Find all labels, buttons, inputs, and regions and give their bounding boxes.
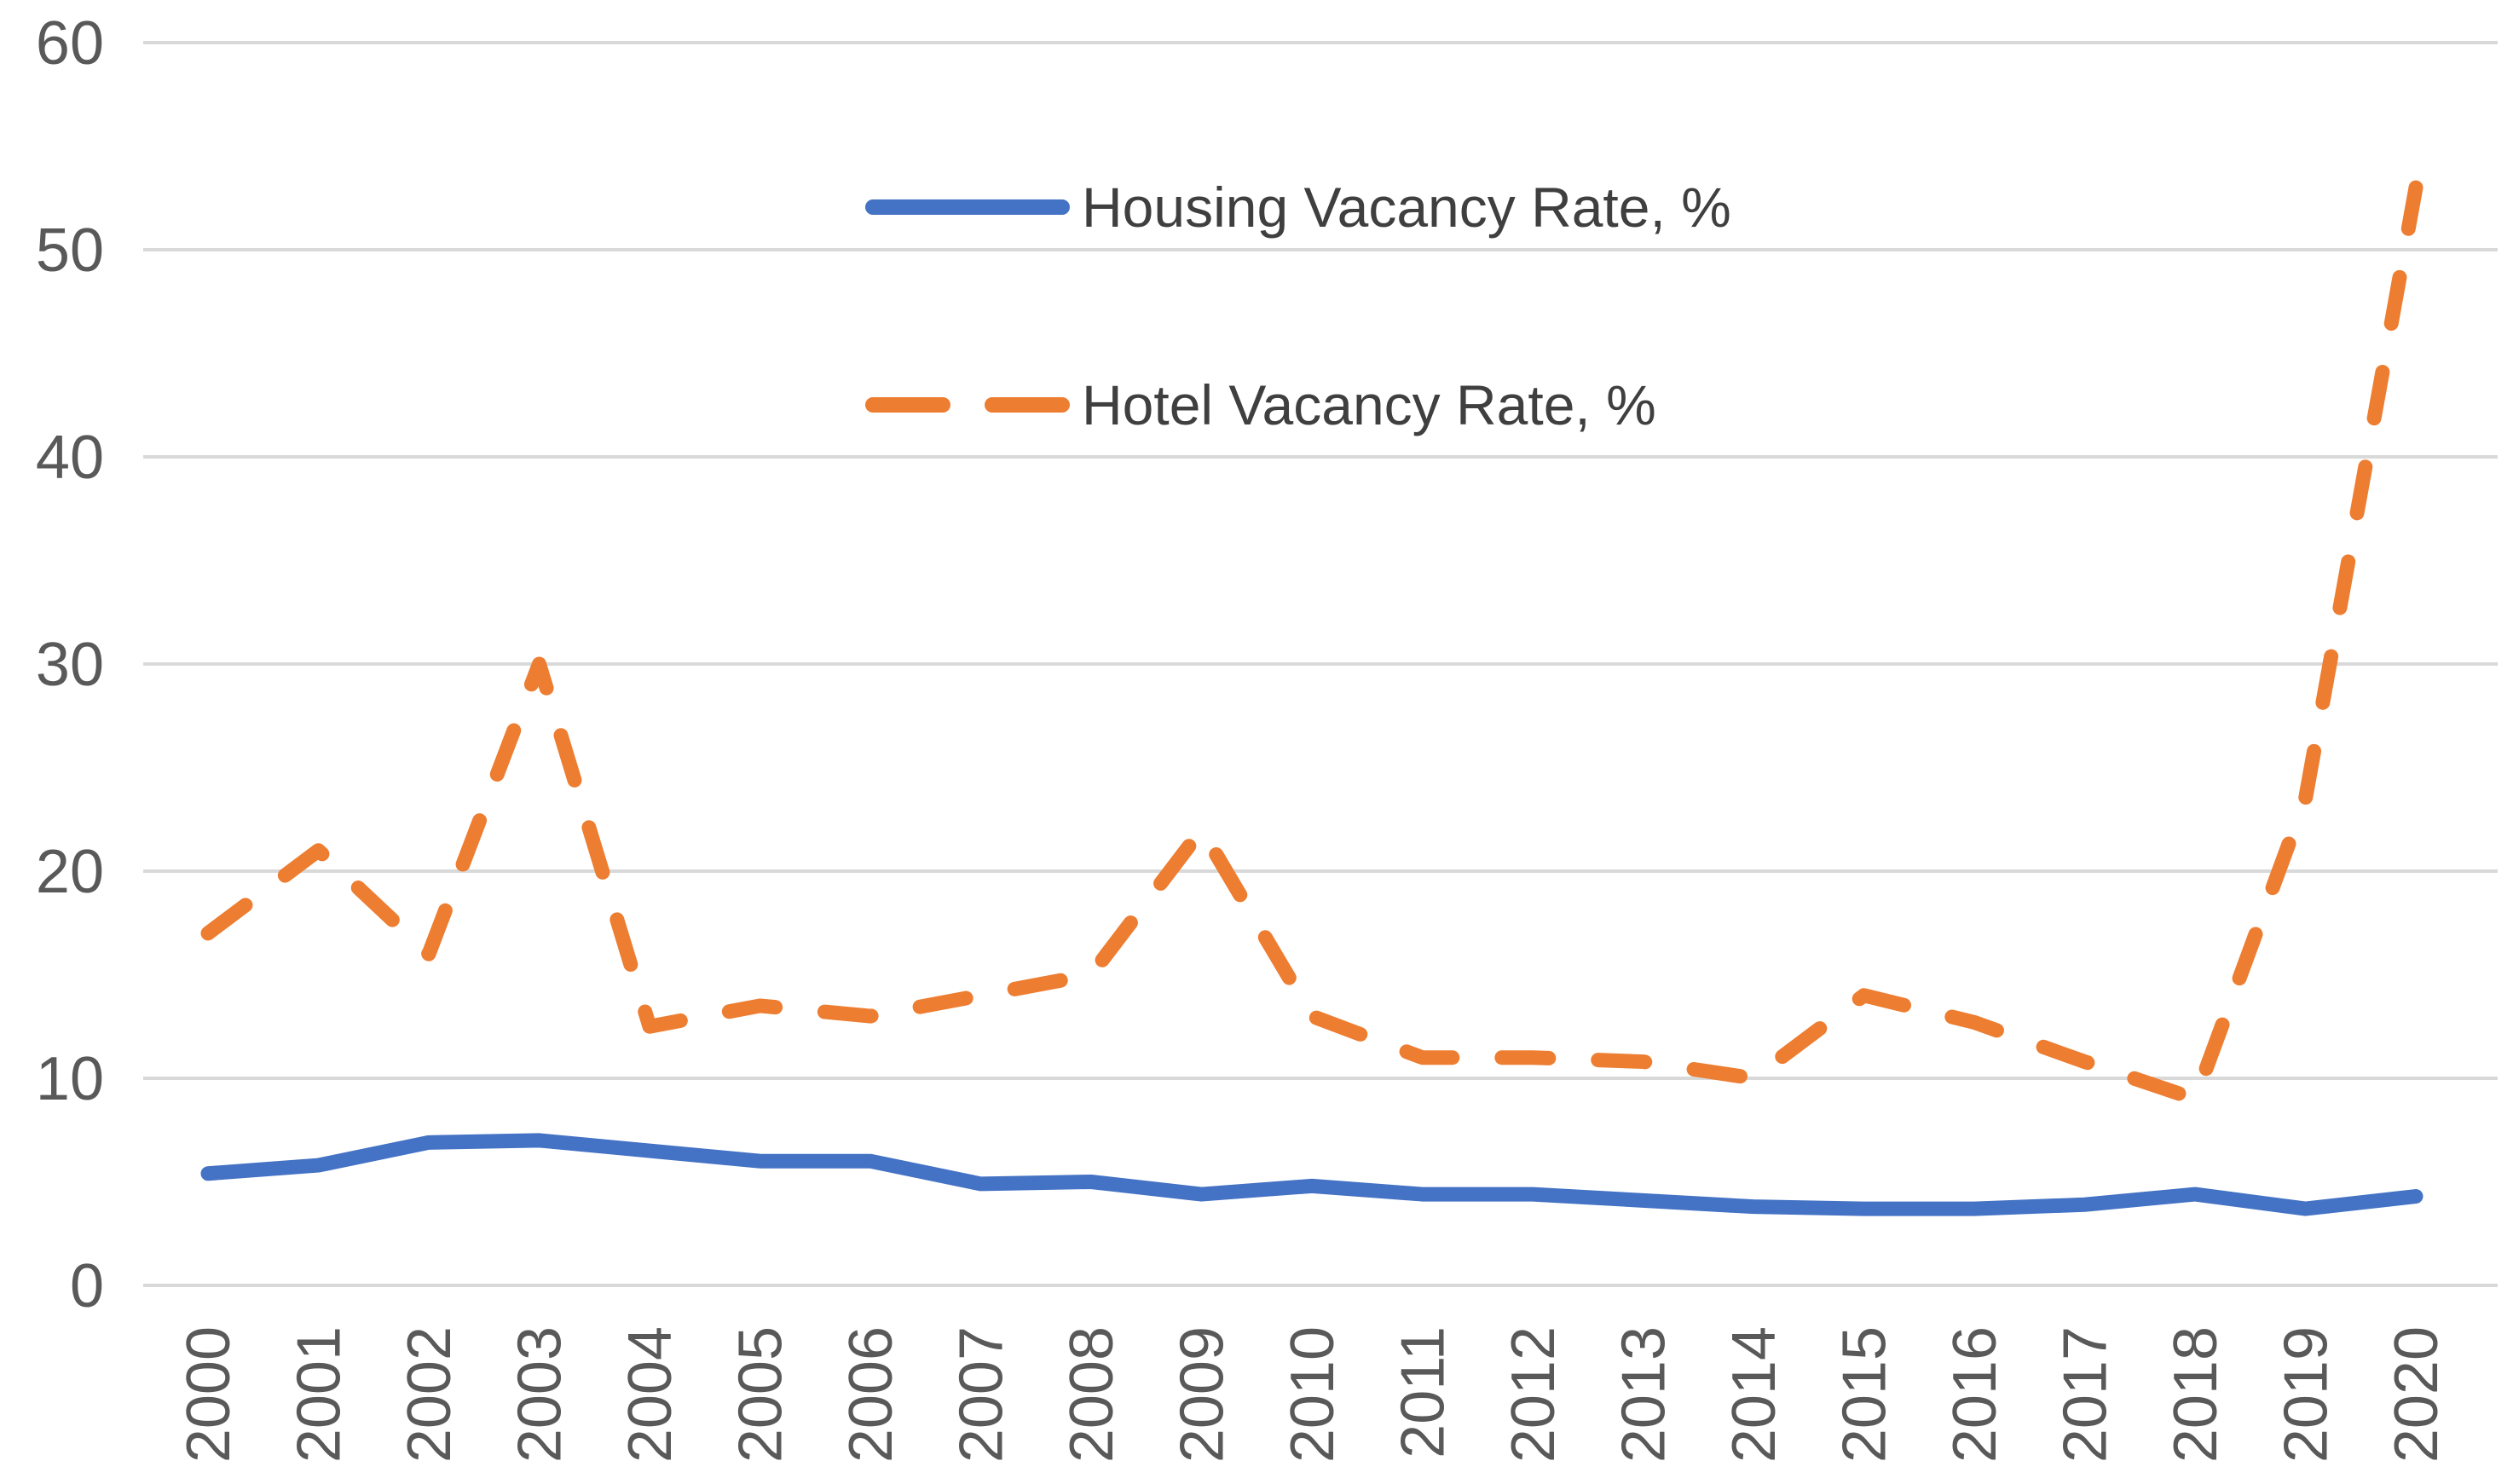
y-axis-tick-label-0: 0 (70, 1252, 104, 1320)
x-axis-tick-label-2004: 2004 (616, 1326, 685, 1463)
x-axis-tick-label-2016: 2016 (1941, 1326, 2009, 1463)
x-axis-tick-label-2007: 2007 (948, 1326, 1016, 1463)
x-axis-tick-label-2009: 2009 (1169, 1326, 1237, 1463)
legend-item-housing: Housing Vacancy Rate, % (865, 175, 1731, 240)
x-axis-tick-label-2020: 2020 (2383, 1326, 2451, 1463)
x-axis-tick-label-2010: 2010 (1279, 1326, 1347, 1463)
y-axis-tick-label-60: 60 (36, 9, 104, 78)
housing-series-line (200, 1133, 2423, 1216)
x-axis-tick-label-2019: 2019 (2273, 1326, 2341, 1463)
y-axis-tick-label-40: 40 (36, 424, 104, 492)
dashed-line-icon (865, 397, 950, 413)
y-axis-tick-label-10: 10 (36, 1045, 104, 1113)
dashed-line-icon (985, 397, 1070, 413)
x-axis-tick-label-2011: 2011 (1389, 1326, 1458, 1458)
x-axis-tick-label-2006: 2006 (837, 1326, 905, 1463)
x-axis-tick-label-2002: 2002 (396, 1326, 464, 1463)
x-axis-tick-label-2017: 2017 (2052, 1326, 2120, 1463)
x-axis-tick-label-2014: 2014 (1720, 1326, 1788, 1463)
housing-series-swatch-icon (865, 199, 1070, 215)
x-axis-tick-label-2008: 2008 (1058, 1326, 1126, 1463)
chart-legend: Housing Vacancy Rate, % Hotel Vacancy Ra… (865, 175, 1731, 437)
x-axis-tick-label-2000: 2000 (175, 1326, 243, 1463)
x-axis-tick-label-2003: 2003 (506, 1326, 575, 1463)
y-axis-tick-label-50: 50 (36, 217, 104, 285)
x-axis-tick-label-2012: 2012 (1499, 1326, 1568, 1463)
hotel-series-line (200, 180, 2423, 1106)
x-axis-tick-label-2013: 2013 (1610, 1326, 1678, 1463)
legend-label-hotel: Hotel Vacancy Rate, % (1082, 373, 1656, 436)
y-axis-tick-label-20: 20 (36, 838, 104, 906)
legend-item-hotel: Hotel Vacancy Rate, % (865, 372, 1731, 437)
legend-label-housing: Housing Vacancy Rate, % (1082, 176, 1731, 239)
y-axis-tick-label-30: 30 (36, 631, 104, 699)
solid-line-icon (865, 199, 1070, 215)
x-axis-tick-label-2001: 2001 (286, 1326, 354, 1463)
x-axis-tick-label-2005: 2005 (727, 1326, 795, 1463)
x-axis-tick-label-2018: 2018 (2162, 1326, 2230, 1463)
hotel-series-swatch-icon (865, 397, 1070, 413)
x-axis-tick-label-2015: 2015 (1831, 1326, 1899, 1463)
